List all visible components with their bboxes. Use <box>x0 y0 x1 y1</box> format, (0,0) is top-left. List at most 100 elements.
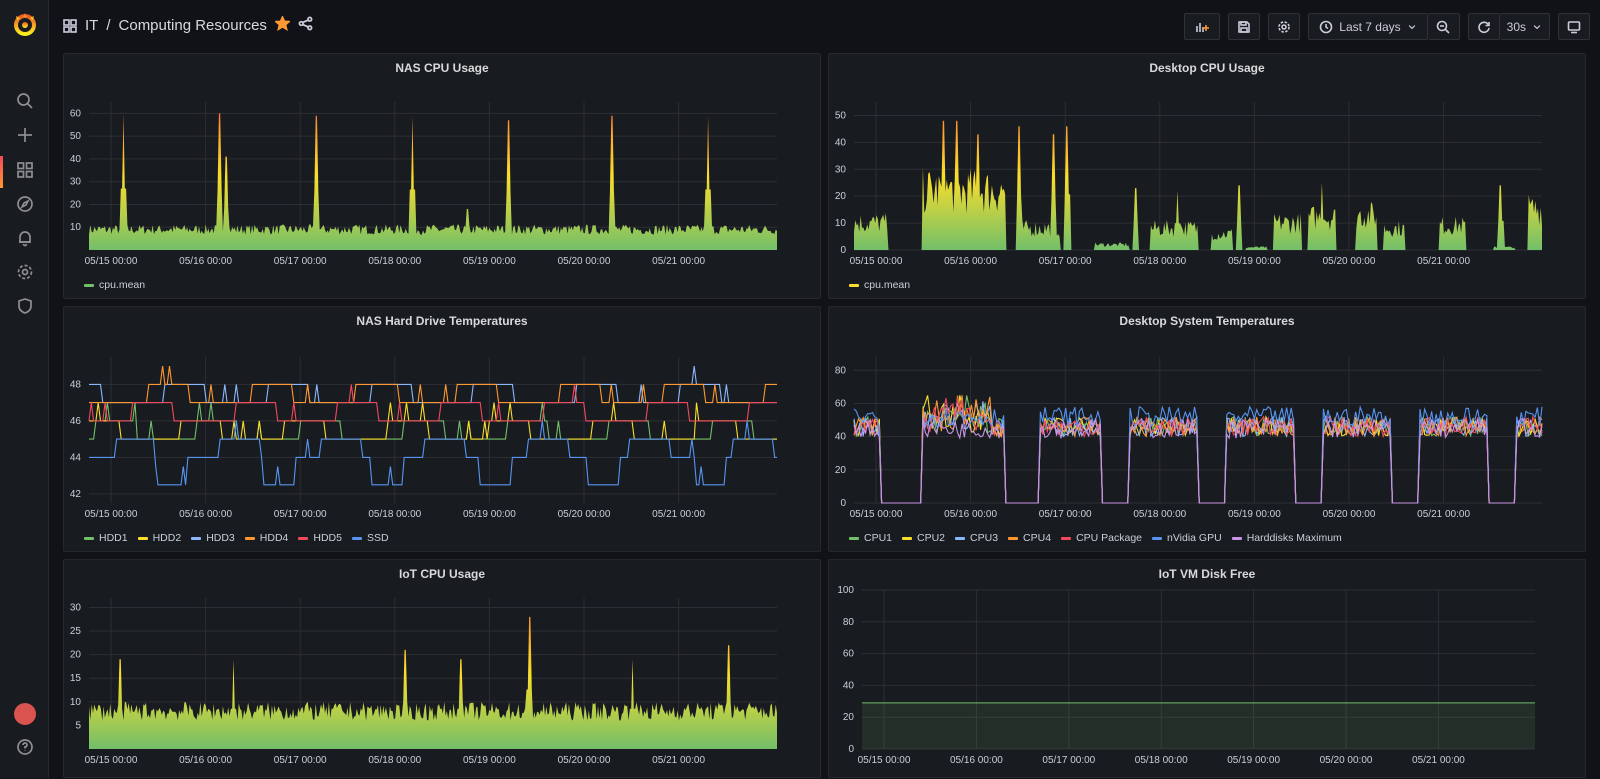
x-tick-label: 05/18 00:00 <box>368 755 421 766</box>
add-panel-button[interactable] <box>1184 13 1221 40</box>
help-icon[interactable] <box>14 736 36 758</box>
nas-temps-chart: 42 44 46 48 05/15 00:00 05/16 00:00 05/17 00:0… <box>70 357 777 520</box>
configuration-gear-icon[interactable] <box>14 261 36 283</box>
x-tick-label: 05/19 00:00 <box>463 509 516 520</box>
legend: cpu.mean <box>849 279 910 291</box>
legend-item[interactable]: HDD1 <box>84 532 128 544</box>
x-tick-label: 05/19 00:00 <box>1228 256 1281 267</box>
legend-item[interactable]: Harddisks Maximum <box>1231 532 1342 544</box>
user-avatar[interactable] <box>14 703 36 725</box>
grafana-logo[interactable] <box>12 12 38 38</box>
y-tick-label: 0 <box>840 245 846 256</box>
x-tick-label: 05/17 00:00 <box>1039 256 1092 267</box>
legend-swatch <box>244 536 255 540</box>
legend-item[interactable]: CPU2 <box>902 532 945 544</box>
x-tick-label: 05/15 00:00 <box>850 256 903 267</box>
y-tick-label: 25 <box>70 626 82 637</box>
panel-title[interactable]: IoT VM Disk Free <box>1158 567 1256 581</box>
toolbar: Last 7 days 30s <box>1184 13 1590 40</box>
legend-label: CPU4 <box>1023 532 1052 544</box>
time-range-picker[interactable]: Last 7 days <box>1308 13 1428 40</box>
panel-iot-cpu-usage[interactable]: IoT CPU Usage 5 10 15 20 25 30 05/15 00:00 05/1… <box>63 559 821 778</box>
dashboard-title[interactable]: Computing Resources <box>118 17 267 34</box>
legend-label: HDD2 <box>152 532 182 544</box>
series-line <box>853 417 1543 504</box>
dashboard-settings-button[interactable] <box>1268 13 1301 40</box>
tv-mode-button[interactable] <box>1558 13 1590 40</box>
breadcrumb-folder[interactable]: IT <box>85 17 99 34</box>
panel-title[interactable]: Desktop System Temperatures <box>1119 314 1295 328</box>
panel-nas-hard-drive-temperatures[interactable]: NAS Hard Drive Temperatures 42 44 46 48 05/1… <box>63 306 821 552</box>
panel-iot-vm-disk-free[interactable]: IoT VM Disk Free 0 20 40 60 80 100 05/15 00:00… <box>828 559 1586 778</box>
x-tick-label: 05/15 00:00 <box>858 755 911 766</box>
y-tick-label: 30 <box>835 164 847 175</box>
x-tick-label: 05/16 00:00 <box>944 509 997 520</box>
legend-item[interactable]: CPU3 <box>955 532 998 544</box>
legend-swatch <box>351 536 362 540</box>
y-tick-label: 10 <box>70 697 82 708</box>
legend-item[interactable]: HDD5 <box>298 532 342 544</box>
legend-label: Harddisks Maximum <box>1246 532 1342 544</box>
legend-swatch <box>955 536 966 540</box>
y-tick-label: 80 <box>835 365 847 376</box>
x-tick-label: 05/19 00:00 <box>1227 755 1280 766</box>
time-range-group: Last 7 days <box>1308 13 1460 40</box>
legend-label: nVidia GPU <box>1167 532 1222 544</box>
add-panel-icon <box>1196 22 1210 32</box>
x-tick-label: 05/16 00:00 <box>179 509 232 520</box>
x-tick-label: 05/16 00:00 <box>179 256 232 267</box>
x-tick-label: 05/20 00:00 <box>558 755 611 766</box>
alerting-bell-icon[interactable] <box>14 227 36 249</box>
legend-label: HDD1 <box>99 532 128 544</box>
legend-swatch <box>1061 536 1072 540</box>
series-line <box>89 366 777 404</box>
search-icon[interactable] <box>14 90 36 112</box>
legend-item[interactable]: CPU1 <box>849 532 892 544</box>
series-area <box>89 616 777 749</box>
panel-desktop-system-temperatures[interactable]: Desktop System Temperatures 0 20 40 60 80 05/… <box>828 306 1586 552</box>
x-tick-label: 05/17 00:00 <box>1039 509 1092 520</box>
panel-title[interactable]: NAS Hard Drive Temperatures <box>356 314 528 328</box>
legend-swatch <box>298 536 309 540</box>
save-icon <box>1238 20 1251 33</box>
y-tick-label: 44 <box>70 452 82 463</box>
save-dashboard-button[interactable] <box>1228 13 1261 40</box>
panel-title[interactable]: Desktop CPU Usage <box>1149 61 1265 75</box>
legend-item[interactable]: nVidia GPU <box>1152 532 1222 544</box>
legend-item[interactable]: HDD3 <box>191 532 235 544</box>
refresh-interval-picker[interactable]: 30s <box>1499 13 1550 40</box>
breadcrumb-separator: / <box>106 17 111 34</box>
x-tick-label: 05/20 00:00 <box>558 256 611 267</box>
legend-label: HDD4 <box>259 532 289 544</box>
panel-title[interactable]: IoT CPU Usage <box>398 567 485 581</box>
legend-item[interactable]: HDD4 <box>244 532 289 544</box>
legend-item[interactable]: HDD2 <box>137 532 182 544</box>
panel-title[interactable]: NAS CPU Usage <box>395 61 489 75</box>
explore-icon[interactable] <box>14 193 36 215</box>
legend-item[interactable]: CPU Package <box>1061 532 1142 544</box>
star-icon[interactable] <box>273 14 291 35</box>
panel-nas-cpu-usage[interactable]: NAS CPU Usage 10 20 30 40 50 60 05/15 00:00 05/… <box>63 53 821 299</box>
gear-icon <box>1278 20 1291 33</box>
legend-item[interactable]: CPU4 <box>1008 532 1051 544</box>
x-tick-label: 05/21 00:00 <box>652 755 705 766</box>
legend-swatch <box>137 536 148 540</box>
share-icon[interactable] <box>298 16 313 35</box>
legend-item[interactable]: cpu.mean <box>849 279 910 291</box>
create-icon[interactable] <box>14 124 36 146</box>
zoom-out-button[interactable] <box>1427 13 1460 40</box>
panel-desktop-cpu-usage[interactable]: Desktop CPU Usage 0 10 20 30 40 50 05/15 00:00… <box>828 53 1586 299</box>
y-tick-label: 40 <box>843 680 855 691</box>
server-admin-shield-icon[interactable] <box>14 295 36 317</box>
breadcrumb: IT / Computing Resources <box>63 14 313 35</box>
y-tick-label: 60 <box>835 398 847 409</box>
dashboard-navbar: IT / Computing Resources Last 7 days 30s <box>49 0 1600 52</box>
legend-item[interactable]: cpu.mean <box>84 279 145 291</box>
legend-label: HDD5 <box>313 532 342 544</box>
dashboards-icon[interactable] <box>14 159 36 181</box>
desktop-temps-chart: 0 20 40 60 80 05/15 00:00 05/16 00:00 05/17 00:… <box>835 357 1543 520</box>
refresh-button[interactable] <box>1467 13 1500 40</box>
desktop-cpu-chart: 0 10 20 30 40 50 05/15 00:00 05/16 00:00 05/17 0… <box>835 102 1542 267</box>
y-tick-label: 40 <box>835 137 847 148</box>
legend-item[interactable]: SSD <box>351 532 389 544</box>
